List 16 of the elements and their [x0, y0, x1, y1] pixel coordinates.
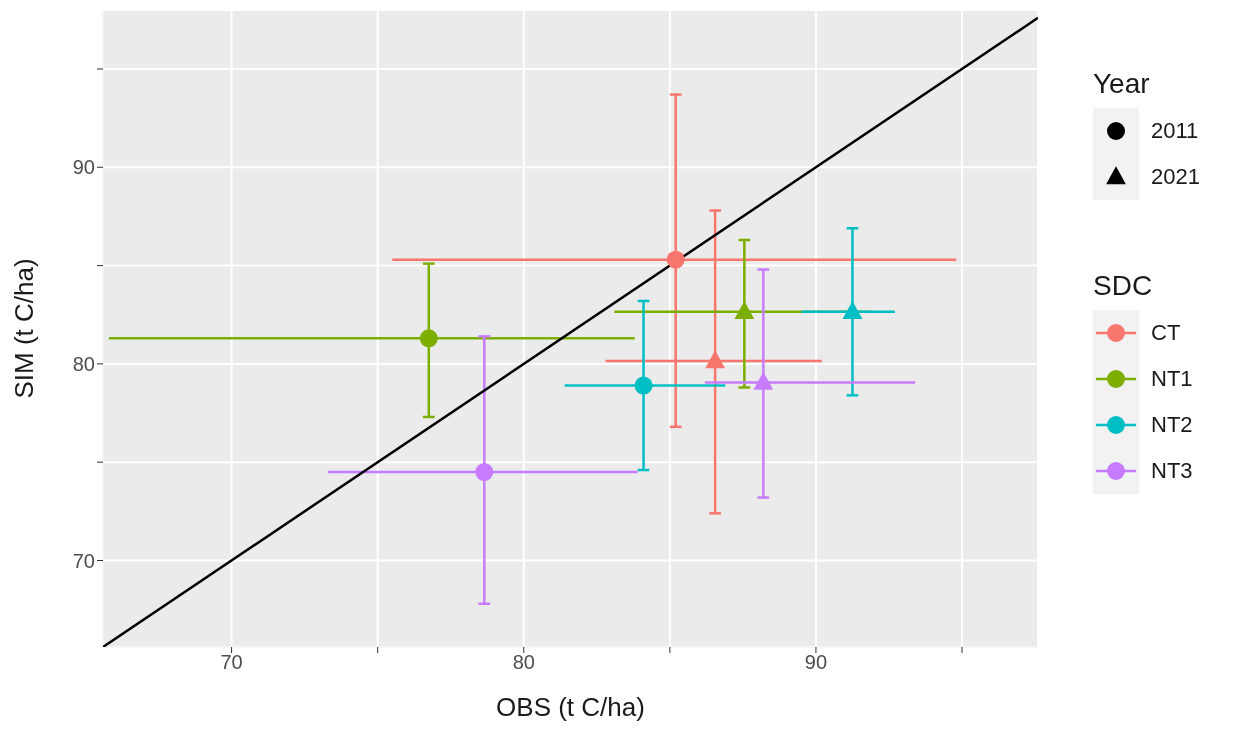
y-tick-label: 70 — [72, 549, 95, 572]
legend-label: NT2 — [1151, 412, 1193, 438]
legend-label: 2011 — [1151, 118, 1199, 144]
x-tick-label: 70 — [220, 651, 243, 674]
x-tick-label: 80 — [512, 651, 535, 674]
x-tick-label: 90 — [804, 651, 828, 674]
legend-label: NT3 — [1151, 458, 1193, 484]
legend-label: 2021 — [1151, 164, 1200, 190]
y-axis-title: SIM (t C/ha) — [9, 258, 40, 399]
legend-label: NT1 — [1151, 366, 1193, 392]
text: Year — [1093, 68, 1150, 99]
text: SDC — [1093, 270, 1153, 301]
legend-label: CT — [1151, 320, 1181, 346]
y-tick-label: 90 — [72, 156, 95, 179]
y-tick-label: 80 — [72, 352, 95, 375]
x-axis-title: OBS (t C/ha) — [496, 692, 645, 722]
